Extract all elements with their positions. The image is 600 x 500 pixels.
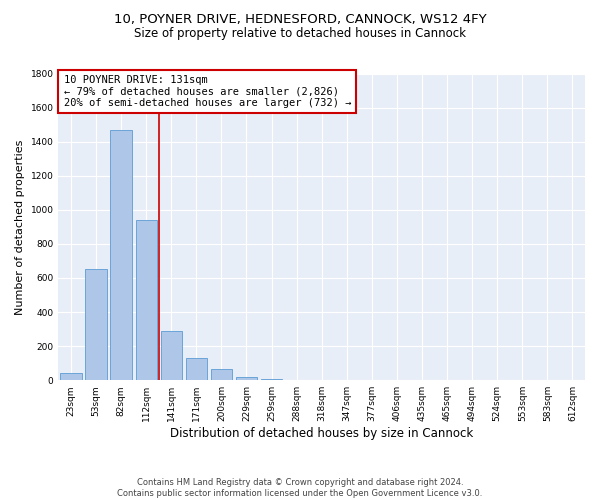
Bar xyxy=(110,130,132,380)
Text: 10, POYNER DRIVE, HEDNESFORD, CANNOCK, WS12 4FY: 10, POYNER DRIVE, HEDNESFORD, CANNOCK, W… xyxy=(113,12,487,26)
Bar xyxy=(161,331,182,380)
Bar xyxy=(211,369,232,380)
Bar xyxy=(85,270,107,380)
Bar xyxy=(60,374,82,380)
Bar xyxy=(261,378,282,380)
Bar xyxy=(236,377,257,380)
X-axis label: Distribution of detached houses by size in Cannock: Distribution of detached houses by size … xyxy=(170,427,473,440)
Bar xyxy=(136,220,157,380)
Y-axis label: Number of detached properties: Number of detached properties xyxy=(15,139,25,314)
Text: Contains HM Land Registry data © Crown copyright and database right 2024.
Contai: Contains HM Land Registry data © Crown c… xyxy=(118,478,482,498)
Text: Size of property relative to detached houses in Cannock: Size of property relative to detached ho… xyxy=(134,28,466,40)
Bar xyxy=(185,358,207,380)
Text: 10 POYNER DRIVE: 131sqm
← 79% of detached houses are smaller (2,826)
20% of semi: 10 POYNER DRIVE: 131sqm ← 79% of detache… xyxy=(64,75,351,108)
